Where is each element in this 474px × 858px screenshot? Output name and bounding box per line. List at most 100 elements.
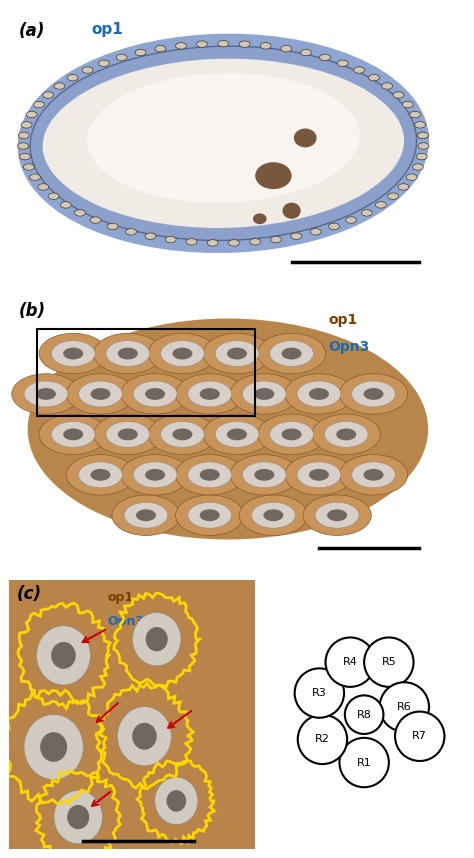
Circle shape — [328, 223, 339, 230]
Circle shape — [257, 333, 326, 374]
Circle shape — [94, 414, 162, 455]
Text: op1: op1 — [91, 22, 123, 37]
Circle shape — [264, 510, 283, 521]
Circle shape — [337, 60, 348, 67]
Circle shape — [319, 54, 330, 61]
Circle shape — [243, 381, 286, 407]
Circle shape — [230, 374, 299, 414]
Circle shape — [298, 715, 347, 764]
Circle shape — [121, 455, 189, 495]
Circle shape — [218, 40, 229, 47]
Circle shape — [395, 711, 445, 761]
Circle shape — [375, 202, 386, 208]
Circle shape — [412, 164, 423, 170]
Circle shape — [43, 92, 54, 99]
Ellipse shape — [30, 46, 417, 240]
Circle shape — [60, 202, 72, 208]
Circle shape — [54, 790, 102, 843]
Circle shape — [136, 510, 156, 521]
Circle shape — [393, 92, 404, 98]
Circle shape — [29, 174, 40, 180]
Circle shape — [361, 209, 372, 216]
Circle shape — [121, 374, 189, 414]
Circle shape — [354, 67, 365, 73]
Circle shape — [369, 75, 380, 81]
Circle shape — [148, 414, 217, 455]
Circle shape — [175, 374, 244, 414]
Circle shape — [36, 625, 91, 685]
Circle shape — [18, 142, 28, 149]
Circle shape — [188, 502, 231, 529]
Circle shape — [285, 455, 353, 495]
Circle shape — [250, 239, 261, 245]
Circle shape — [48, 193, 59, 199]
Circle shape — [418, 132, 428, 139]
Circle shape — [197, 41, 208, 47]
Text: (a): (a) — [18, 22, 45, 40]
Circle shape — [364, 388, 383, 400]
Circle shape — [254, 388, 274, 400]
Circle shape — [63, 428, 83, 440]
Circle shape — [82, 67, 93, 73]
Circle shape — [155, 777, 198, 825]
Ellipse shape — [87, 73, 360, 202]
Circle shape — [227, 428, 247, 440]
Circle shape — [271, 236, 282, 243]
Circle shape — [79, 462, 122, 487]
Circle shape — [352, 462, 395, 487]
Circle shape — [380, 682, 429, 732]
Circle shape — [228, 239, 239, 246]
Circle shape — [145, 388, 165, 400]
Circle shape — [301, 49, 311, 56]
Text: R5: R5 — [382, 657, 396, 668]
Circle shape — [418, 132, 428, 139]
Text: (c): (c) — [17, 585, 42, 603]
Circle shape — [230, 455, 299, 495]
Circle shape — [148, 333, 217, 374]
Circle shape — [326, 637, 375, 687]
Circle shape — [186, 239, 197, 245]
Circle shape — [382, 82, 392, 89]
Circle shape — [166, 790, 186, 812]
Circle shape — [270, 421, 313, 447]
Text: R6: R6 — [397, 702, 412, 712]
Circle shape — [145, 233, 156, 239]
Circle shape — [203, 414, 271, 455]
Ellipse shape — [253, 214, 266, 224]
Text: op1: op1 — [328, 313, 357, 327]
Circle shape — [19, 154, 30, 160]
Circle shape — [336, 428, 356, 440]
Circle shape — [66, 455, 135, 495]
Circle shape — [203, 333, 271, 374]
Text: R2: R2 — [315, 734, 330, 745]
Circle shape — [26, 112, 37, 118]
Circle shape — [21, 122, 32, 128]
Circle shape — [327, 510, 347, 521]
Text: R7: R7 — [412, 731, 427, 741]
Circle shape — [398, 184, 409, 190]
Circle shape — [135, 49, 146, 56]
Circle shape — [175, 455, 244, 495]
Circle shape — [410, 112, 420, 118]
Circle shape — [124, 502, 168, 529]
Circle shape — [107, 223, 118, 230]
Circle shape — [418, 142, 429, 149]
Circle shape — [106, 341, 150, 366]
Circle shape — [118, 428, 138, 440]
Circle shape — [24, 381, 68, 407]
Circle shape — [415, 122, 426, 128]
Circle shape — [388, 193, 399, 199]
Circle shape — [38, 184, 49, 190]
Circle shape — [161, 421, 204, 447]
Circle shape — [51, 341, 95, 366]
Circle shape — [282, 428, 301, 440]
Circle shape — [91, 468, 110, 480]
Circle shape — [239, 41, 250, 47]
Circle shape — [254, 468, 274, 480]
Circle shape — [23, 164, 34, 170]
Circle shape — [200, 510, 220, 521]
Circle shape — [165, 236, 176, 243]
Circle shape — [215, 341, 259, 366]
Circle shape — [270, 341, 313, 366]
Circle shape — [67, 805, 89, 829]
